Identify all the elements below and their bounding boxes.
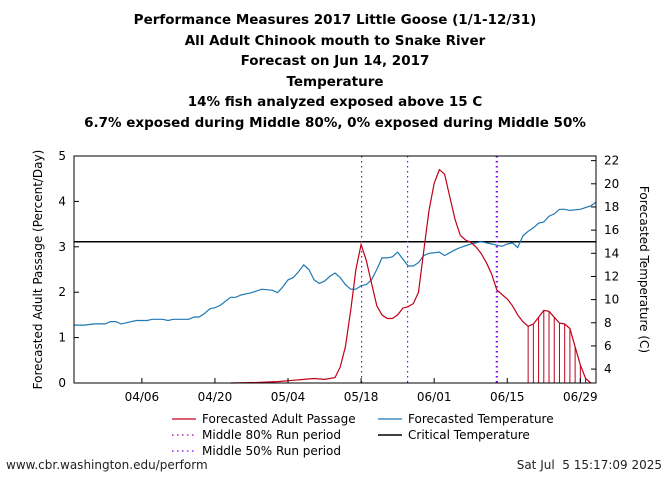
plot-frame — [73, 155, 597, 384]
legend-label-critical: Critical Temperature — [408, 428, 530, 442]
x-tick-label: 06/01 — [417, 390, 452, 404]
x-tick-label: 06/29 — [563, 390, 598, 404]
y-right-tick-label: 6 — [604, 339, 612, 353]
footer-timestamp: Sat Jul 5 15:17:09 2025 — [516, 458, 662, 472]
x-tick-label: 05/18 — [344, 390, 379, 404]
chart-title-2: All Adult Chinook mouth to Snake River — [184, 32, 486, 49]
y-right-tick-label: 16 — [604, 223, 619, 237]
x-tick-label: 04/06 — [125, 390, 160, 404]
y-right-tick-label: 8 — [604, 316, 612, 330]
chart-title-3: Forecast on Jun 14, 2017 — [240, 53, 430, 69]
y-right-tick-label: 14 — [604, 246, 619, 260]
footer-url[interactable]: www.cbr.washington.edu/perform — [6, 458, 208, 472]
y-right-tick-label: 10 — [604, 293, 619, 307]
y-right-tick-label: 18 — [604, 200, 619, 214]
y-right-tick-label: 22 — [604, 154, 619, 168]
x-tick-label: 05/04 — [271, 390, 306, 404]
x-tick-label: 06/15 — [490, 390, 525, 404]
legend-label-temperature: Forecasted Temperature — [408, 412, 554, 426]
y-right-tick-label: 20 — [604, 177, 619, 191]
legend-label-middle50: Middle 50% Run period — [202, 444, 341, 458]
chart-title-1: Performance Measures 2017 Little Goose (… — [133, 12, 537, 28]
series-line-passage — [230, 168, 592, 384]
legend-label-middle80: Middle 80% Run period — [202, 428, 341, 442]
legend-label-passage: Forecasted Adult Passage — [202, 412, 356, 426]
series-line-temperature — [74, 201, 597, 326]
x-tick-label: 04/20 — [198, 390, 233, 404]
y-left-tick-label: 5 — [58, 149, 66, 163]
y-left-tick-label: 4 — [58, 194, 66, 208]
y-right-tick-label: 12 — [604, 269, 619, 283]
chart-title-6: 6.7% exposed during Middle 80%, 0% expos… — [84, 114, 586, 131]
y-axis-left-label: Forecasted Adult Passage (Percent/Day) — [31, 150, 45, 390]
chart-title-4: Temperature — [286, 73, 384, 90]
y-left-tick-label: 0 — [58, 376, 66, 390]
y-left-tick-label: 1 — [58, 331, 66, 345]
y-left-tick-label: 2 — [58, 285, 66, 299]
y-axis-right-label: Forecasted Temperature (C) — [637, 186, 651, 353]
chart-titles: Performance Measures 2017 Little Goose (… — [0, 10, 670, 133]
y-left-tick-label: 3 — [58, 240, 66, 254]
y-right-tick-label: 4 — [604, 362, 612, 376]
chart-title-5: 14% fish analyzed exposed above 15 C — [187, 94, 483, 110]
